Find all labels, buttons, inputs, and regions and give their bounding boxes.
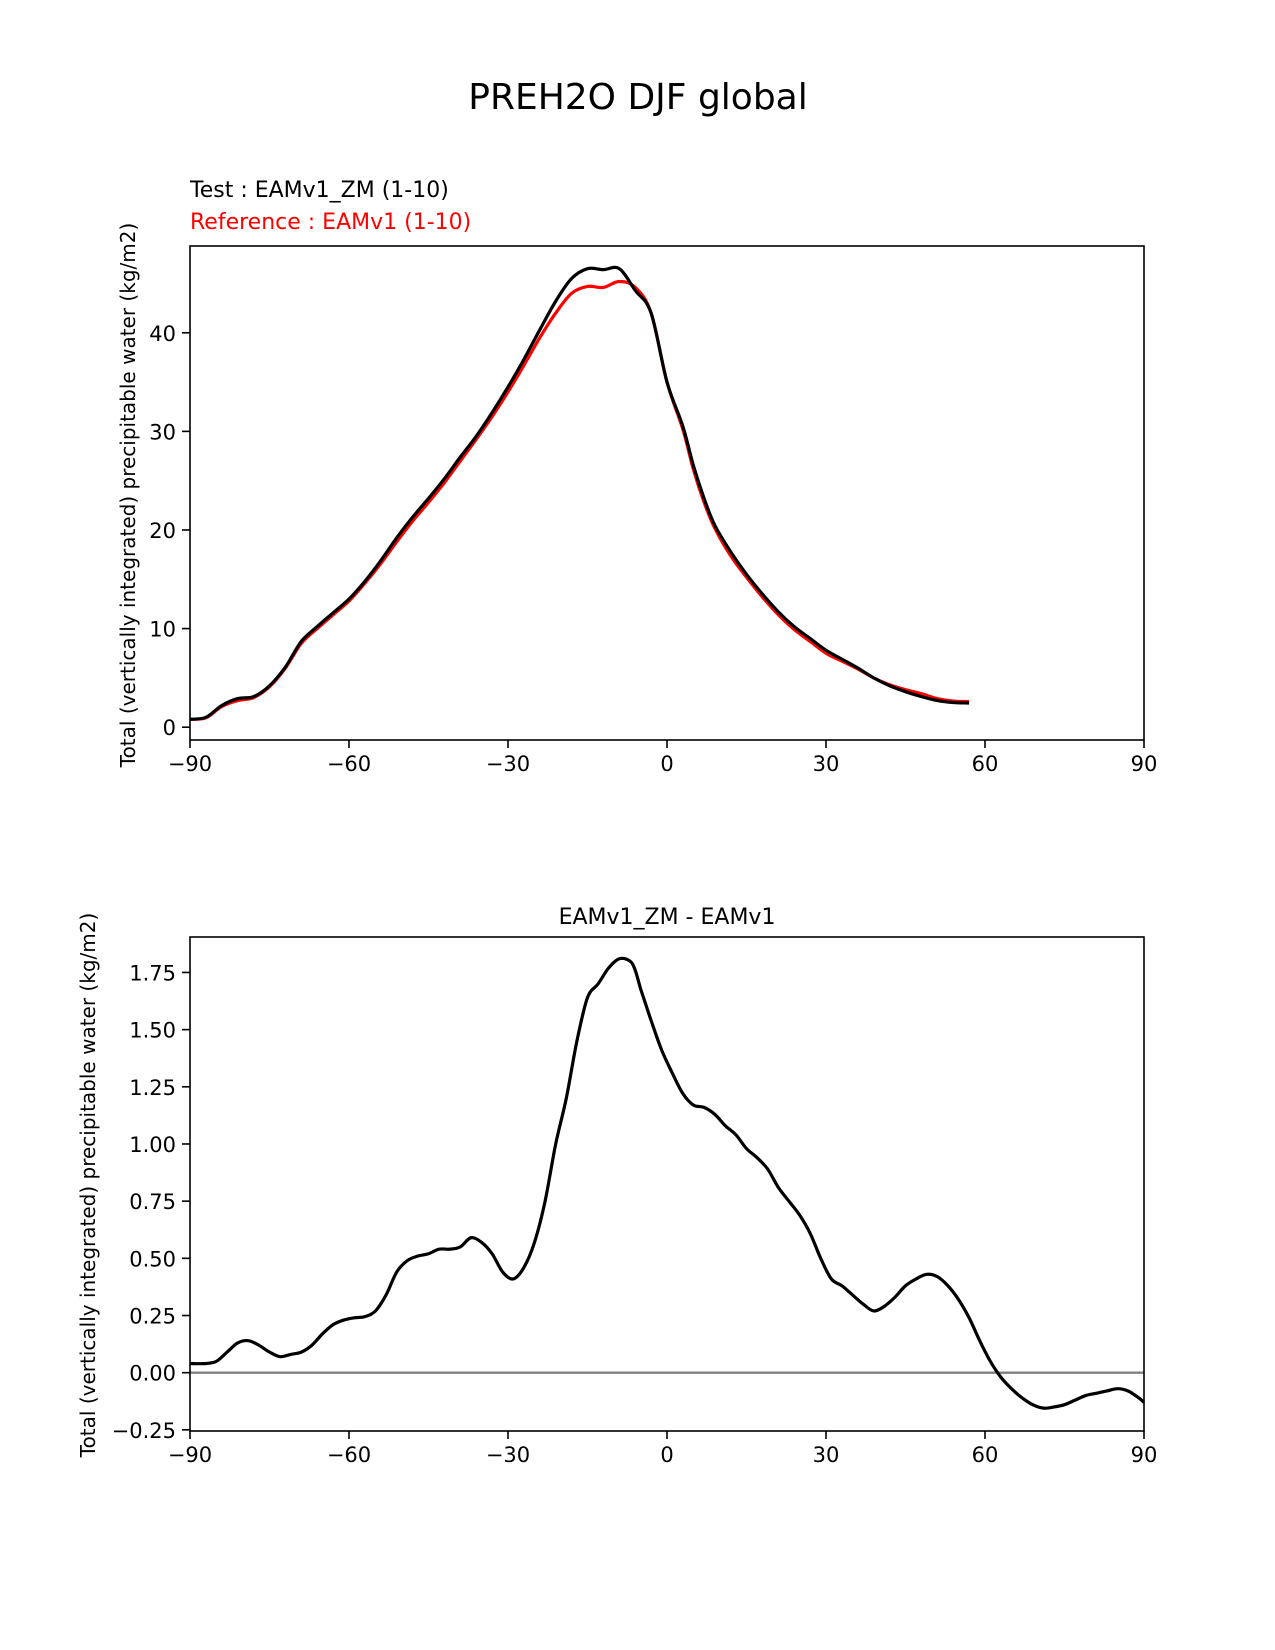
top-panel: Test : EAMv1_ZM (1-10) Reference : EAMv1… [116, 178, 1157, 776]
y-tick-label: 0.00 [129, 1362, 176, 1386]
y-tick-label: 10 [149, 618, 176, 642]
x-tick-label: 60 [972, 1443, 999, 1467]
bottom-x-axis: −90 −60 −30 0 30 60 90 [168, 1431, 1158, 1467]
test-series-line [189, 265, 970, 721]
x-tick-label: −60 [327, 1443, 371, 1467]
test-label: Test : EAMv1_ZM (1-10) [189, 178, 449, 203]
top-y-axis-label: Total (vertically integrated) precipitab… [116, 223, 140, 769]
difference-title: EAMv1_ZM - EAMv1 [559, 905, 776, 930]
y-tick-label: 0 [163, 716, 176, 740]
bottom-plot-frame [189, 936, 1145, 1432]
reference-label: Reference : EAMv1 (1-10) [190, 210, 471, 235]
x-tick-label: −30 [486, 752, 530, 776]
x-tick-label: −60 [327, 752, 371, 776]
x-tick-label: 0 [660, 752, 673, 776]
x-tick-label: 90 [1131, 1443, 1158, 1467]
top-y-axis: 0 10 20 30 40 [149, 322, 190, 740]
x-tick-label: 0 [660, 1443, 673, 1467]
x-tick-label: 30 [813, 752, 840, 776]
x-tick-label: 30 [813, 1443, 840, 1467]
difference-series-line [189, 956, 1146, 1410]
bottom-panel: EAMv1_ZM - EAMv1 Total (vertically integ… [76, 905, 1157, 1467]
y-tick-label: 20 [149, 519, 176, 543]
y-tick-label: 1.00 [129, 1133, 176, 1157]
y-tick-label: 1.75 [129, 961, 176, 985]
bottom-y-axis-label: Total (vertically integrated) precipitab… [76, 913, 100, 1459]
x-tick-label: −90 [168, 752, 212, 776]
bottom-y-axis: −0.25 0.00 0.25 0.50 0.75 1.00 1.25 1.50 1.75 [112, 961, 190, 1443]
top-plot-frame [189, 245, 1145, 741]
y-tick-label: 1.25 [129, 1076, 176, 1100]
y-tick-label: 40 [149, 322, 176, 346]
reference-series-line [189, 279, 970, 721]
y-tick-label: −0.25 [112, 1419, 176, 1443]
y-tick-label: 0.75 [129, 1190, 176, 1214]
y-tick-label: 30 [149, 420, 176, 444]
figure-title: PREH2O DJF global [468, 77, 808, 118]
x-tick-label: −90 [168, 1443, 212, 1467]
x-tick-label: −30 [486, 1443, 530, 1467]
y-tick-label: 0.25 [129, 1305, 176, 1329]
y-tick-label: 1.50 [129, 1019, 176, 1043]
top-x-axis: −90 −60 −30 0 30 60 90 [168, 740, 1158, 776]
x-tick-label: 60 [972, 752, 999, 776]
x-tick-label: 90 [1131, 752, 1158, 776]
y-tick-label: 0.50 [129, 1247, 176, 1271]
